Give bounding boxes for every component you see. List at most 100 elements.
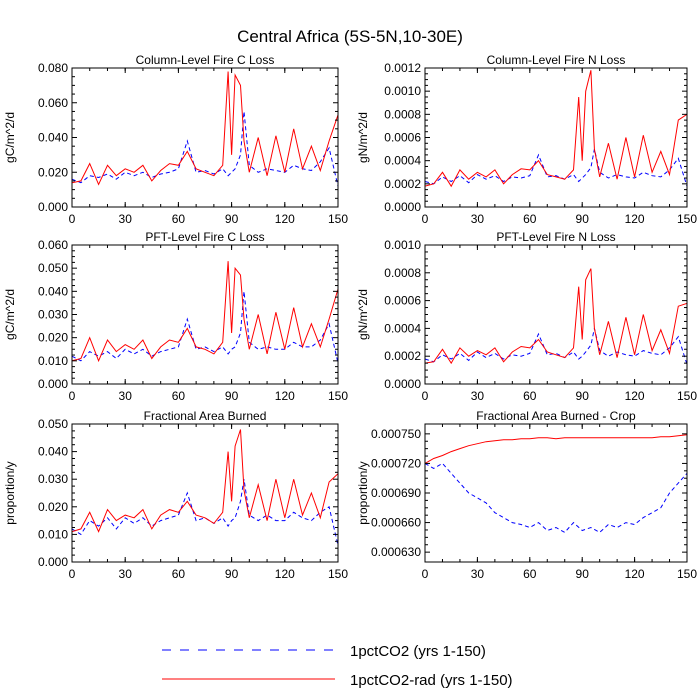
y-tick-label: 0.000690 [371, 486, 421, 500]
series-line-1pctco2-rad [425, 434, 687, 464]
panel-title: Column-Level Fire C Loss [136, 53, 275, 67]
y-axis-label: gN/m^2/d [356, 112, 370, 163]
x-tick-label: 60 [172, 567, 186, 581]
x-tick-label: 90 [576, 212, 590, 226]
y-tick-label: 0.000 [38, 377, 68, 391]
y-tick-label: 0.040 [38, 445, 68, 459]
panel-title: Fractional Area Burned [144, 409, 267, 423]
y-tick-label: 0.010 [38, 354, 68, 368]
series-line-1pctco2 [425, 462, 687, 534]
series-line-1pctco2-rad [425, 268, 687, 365]
series-line-1pctco2-rad [425, 70, 687, 188]
x-tick-label: 60 [523, 389, 537, 403]
x-tick-label: 90 [576, 389, 590, 403]
x-tick-label: 120 [625, 567, 645, 581]
plot-frame [71, 67, 339, 208]
x-tick-label: 120 [275, 389, 295, 403]
x-tick-label: 90 [225, 212, 239, 226]
x-tick-label: 150 [328, 389, 348, 403]
legend-label-1pctco2-rad: 1pctCO2-rad (yrs 1-150) [350, 672, 513, 689]
x-tick-label: 90 [225, 389, 239, 403]
plot-frame [424, 67, 688, 208]
x-tick-label: 0 [422, 212, 429, 226]
series-line-1pctco2 [72, 111, 338, 187]
series-line-1pctco2 [425, 148, 687, 187]
x-tick-label: 120 [625, 212, 645, 226]
y-tick-label: 0.0012 [384, 61, 421, 75]
y-tick-label: 0.030 [38, 308, 68, 322]
x-tick-label: 0 [69, 389, 76, 403]
series-line-1pctco2 [425, 328, 687, 365]
x-tick-label: 120 [275, 567, 295, 581]
y-tick-label: 0.000 [38, 555, 68, 569]
series-line-1pctco2-rad [72, 261, 338, 363]
y-tick-label: 0.0000 [384, 200, 421, 214]
panel-4: 0 30 60 90 120 150 0.0000 0.0002 0.0004 0.0006 0.0… [356, 230, 697, 403]
y-tick-label: 0.0006 [384, 131, 421, 145]
figure-title: Central Africa (5S-5N,10-30E) [237, 27, 463, 46]
y-tick-label: 0.000 [38, 200, 68, 214]
y-tick-label: 0.0010 [384, 84, 421, 98]
panel-3: 0 30 60 90 120 150 0.000 0.010 0.020 0.030 0.040 0.… [3, 230, 348, 403]
x-tick-label: 60 [172, 389, 186, 403]
y-axis-label: proportion/y [356, 461, 370, 524]
y-tick-label: 0.0004 [384, 154, 421, 168]
x-tick-label: 0 [69, 567, 76, 581]
panel-grid: 0 30 60 90 120 150 0.000 0.020 0.040 0.060 0.080 Co… [3, 53, 697, 581]
y-axis-label: gC/m^2/d [3, 289, 17, 340]
x-tick-label: 150 [677, 389, 697, 403]
x-tick-label: 150 [677, 567, 697, 581]
x-tick-label: 30 [471, 212, 485, 226]
y-tick-label: 0.020 [38, 500, 68, 514]
x-tick-label: 150 [328, 212, 348, 226]
panel-title: PFT-Level Fire N Loss [496, 230, 615, 244]
y-tick-label: 0.010 [38, 527, 68, 541]
y-axis-label: gC/m^2/d [3, 112, 17, 163]
panel-1: 0 30 60 90 120 150 0.000 0.020 0.040 0.060 0.080 Co… [3, 53, 348, 226]
panel-title: PFT-Level Fire C Loss [145, 230, 264, 244]
y-tick-label: 0.0006 [384, 294, 421, 308]
x-tick-label: 0 [422, 389, 429, 403]
x-tick-label: 60 [523, 567, 537, 581]
y-tick-label: 0.0002 [384, 349, 421, 363]
plot-frame [71, 244, 339, 385]
legend: 1pctCO2 (yrs 1-150) 1pctCO2-rad (yrs 1-1… [162, 643, 513, 689]
y-tick-label: 0.030 [38, 472, 68, 486]
x-tick-label: 120 [275, 212, 295, 226]
panel-6: 0 30 60 90 120 150 0.000630 0.000660 0.000690 0.0… [356, 409, 697, 581]
x-tick-label: 150 [677, 212, 697, 226]
y-tick-label: 0.0000 [384, 377, 421, 391]
y-tick-label: 0.0010 [384, 238, 421, 252]
plot-frame [71, 423, 339, 563]
x-tick-label: 60 [172, 212, 186, 226]
y-tick-label: 0.050 [38, 261, 68, 275]
y-tick-label: 0.020 [38, 165, 68, 179]
panel-title: Fractional Area Burned - Crop [476, 409, 636, 423]
y-tick-label: 0.040 [38, 284, 68, 298]
panel-title: Column-Level Fire N Loss [487, 53, 626, 67]
legend-label-1pctco2: 1pctCO2 (yrs 1-150) [350, 643, 486, 660]
y-axis-label: gN/m^2/d [356, 289, 370, 340]
y-tick-label: 0.020 [38, 331, 68, 345]
x-tick-label: 30 [471, 389, 485, 403]
y-tick-label: 0.050 [38, 417, 68, 431]
y-axis-label: proportion/y [3, 461, 17, 524]
y-tick-label: 0.000720 [371, 456, 421, 470]
plot-frame [424, 244, 688, 385]
x-tick-label: 120 [625, 389, 645, 403]
series-line-1pctco2 [72, 479, 338, 546]
x-tick-label: 30 [119, 212, 133, 226]
panel-5: 0 30 60 90 120 150 0.000 0.010 0.020 0.030 0.040 0.… [3, 409, 348, 581]
x-tick-label: 60 [523, 212, 537, 226]
y-tick-label: 0.0008 [384, 107, 421, 121]
x-tick-label: 0 [422, 567, 429, 581]
series-line-1pctco2-rad [72, 429, 338, 533]
y-tick-label: 0.040 [38, 131, 68, 145]
y-tick-label: 0.060 [38, 238, 68, 252]
y-tick-label: 0.0008 [384, 266, 421, 280]
x-tick-label: 90 [225, 567, 239, 581]
y-tick-label: 0.0004 [384, 321, 421, 335]
y-tick-label: 0.080 [38, 61, 68, 75]
panel-2: 0 30 60 90 120 150 0.0000 0.0002 0.0004 0.0006 0.0… [356, 53, 697, 226]
